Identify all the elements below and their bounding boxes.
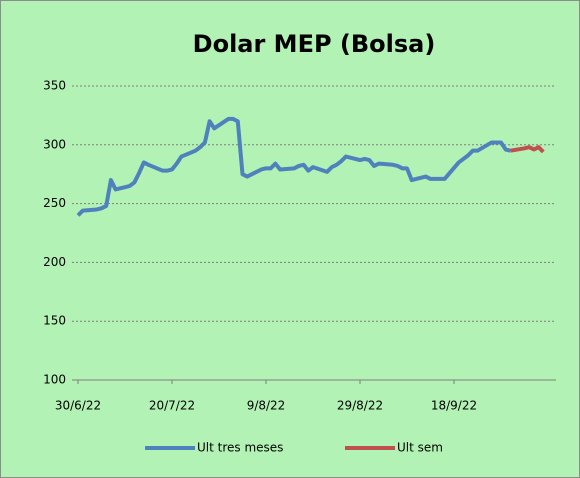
x-tick-label: 30/6/22 — [55, 399, 101, 413]
x-tick-label: 20/7/22 — [149, 399, 195, 413]
legend-label: Ult tres meses — [197, 441, 283, 455]
series-line — [76, 116, 511, 217]
y-tick-label: 200 — [43, 255, 66, 269]
x-tick-label: 29/8/22 — [337, 399, 383, 413]
y-tick-label: 300 — [43, 137, 66, 151]
x-tick-label: 9/8/22 — [247, 399, 286, 413]
y-tick-label: 150 — [43, 314, 66, 328]
y-tick-label: 100 — [43, 373, 66, 387]
series-line — [510, 145, 545, 154]
legend-label: Ult sem — [397, 441, 443, 455]
y-tick-label: 250 — [43, 196, 66, 210]
x-tick-label: 18/9/22 — [431, 399, 477, 413]
chart-title: Dolar MEP (Bolsa) — [193, 30, 436, 58]
y-tick-label: 350 — [43, 79, 66, 93]
